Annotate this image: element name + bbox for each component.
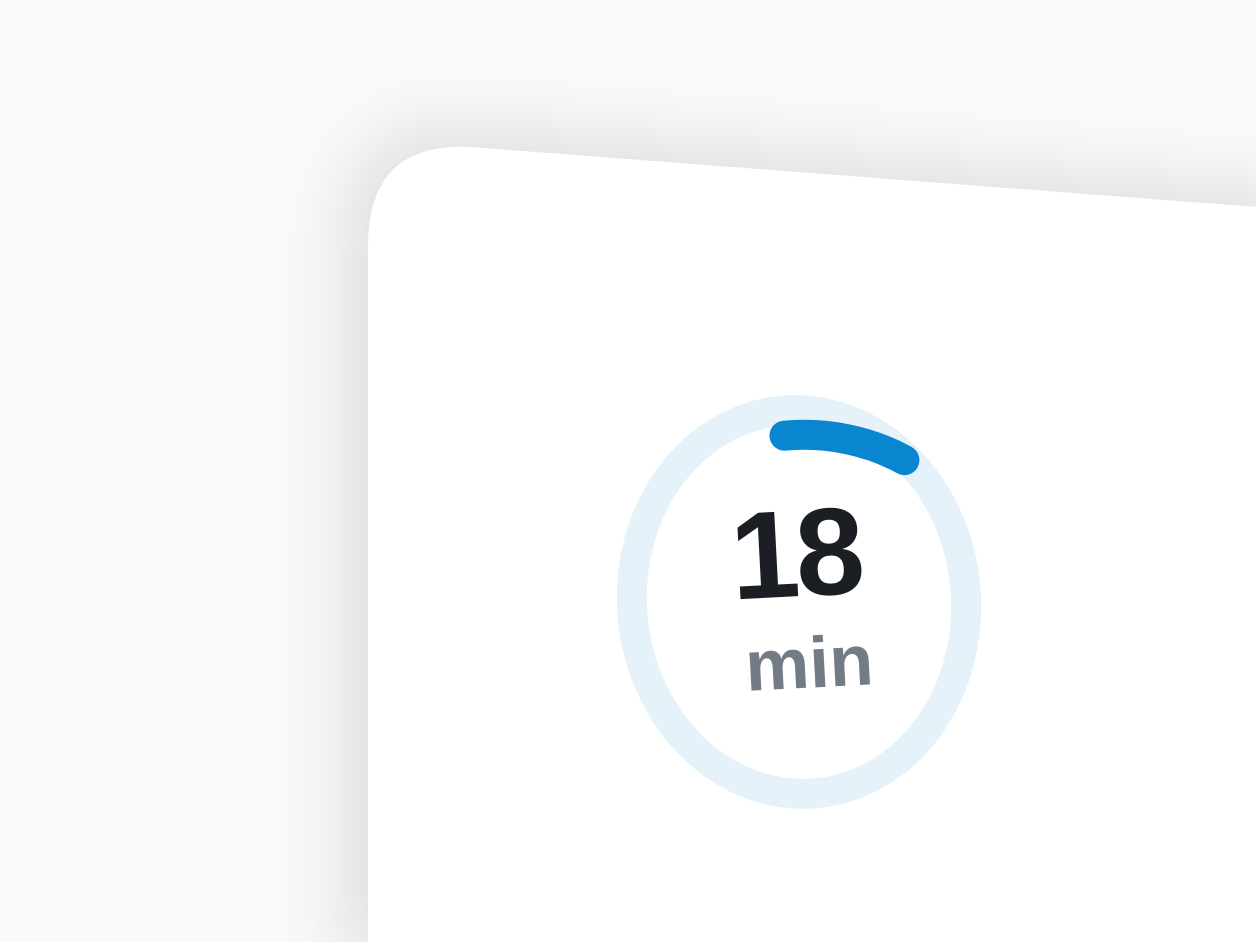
timer-value: 18 — [726, 481, 864, 627]
timer-unit: min — [743, 620, 876, 707]
timer-progress-ring — [600, 395, 1000, 809]
timer-track — [616, 395, 982, 809]
timer-readout: 18 min — [589, 370, 1012, 835]
timer-progress-arc — [600, 419, 1000, 785]
timer-card — [368, 146, 1256, 942]
